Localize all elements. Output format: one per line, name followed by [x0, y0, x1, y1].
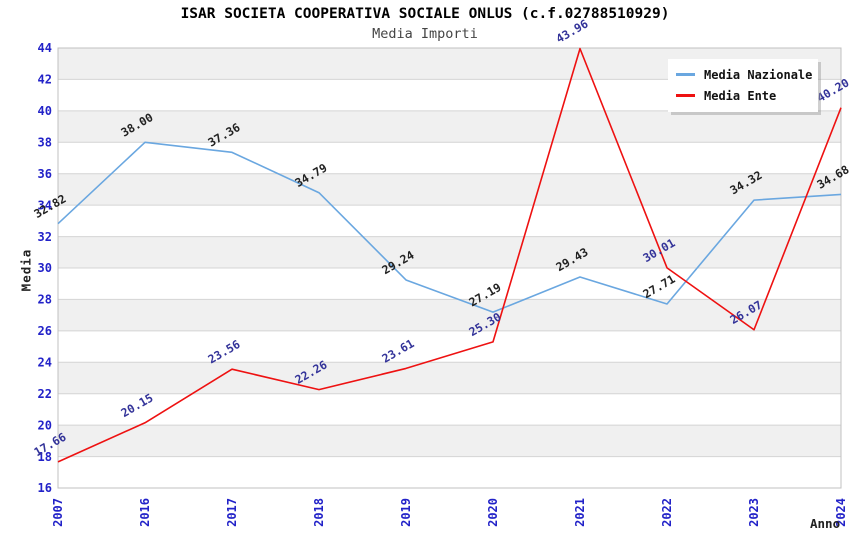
plot-band [58, 393, 841, 426]
y-axis-title: Media [18, 248, 34, 292]
y-tick-label: 34 [38, 198, 52, 212]
legend-item-media-nazionale: Media Nazionale [676, 64, 813, 85]
plot-band [58, 205, 841, 237]
y-tick-label: 30 [38, 261, 52, 275]
x-tick-label: 2021 [573, 498, 587, 527]
plot-band [58, 142, 841, 174]
x-tick-label: 2016 [138, 498, 152, 527]
y-tick-label: 32 [38, 230, 52, 244]
y-tick-label: 38 [38, 135, 52, 149]
x-tick-label: 2024 [834, 498, 848, 527]
series-line-media-nazionale [57, 141, 842, 313]
x-tick-label: 2007 [51, 498, 65, 527]
x-tick-label: 2020 [486, 498, 500, 527]
plot-band [58, 456, 841, 488]
plot-band [58, 425, 841, 457]
x-axis-title: Anno [810, 516, 841, 531]
legend-label: Media Nazionale [704, 67, 813, 82]
data-label: 43.96 [554, 16, 591, 45]
legend-label: Media Ente [704, 88, 777, 103]
y-tick-label: 42 [38, 73, 52, 87]
plot-border [57, 47, 842, 489]
plot-band [58, 362, 841, 394]
y-tick-label: 44 [38, 41, 52, 55]
legend-line-swatch-icon [676, 73, 695, 76]
y-tick-label: 24 [38, 355, 52, 369]
legend: Media Nazionale Media Ente [668, 59, 818, 112]
y-tick-label: 40 [38, 104, 52, 118]
legend-item-media-ente: Media Ente [676, 85, 810, 106]
chart-subtitle: Media Importi [372, 26, 478, 42]
plot-band [58, 110, 841, 143]
x-tick-label: 2023 [747, 498, 761, 527]
chart-title: ISAR SOCIETA COOPERATIVA SOCIALE ONLUS (… [180, 6, 670, 22]
plot-band [58, 236, 841, 268]
plot-band [58, 268, 841, 300]
y-tick-label: 18 [38, 450, 52, 464]
plot-band [58, 173, 841, 206]
x-tick-label: 2018 [312, 498, 326, 527]
series-line-media-ente [57, 47, 842, 463]
y-tick-label: 22 [38, 387, 52, 401]
plot-band [58, 299, 841, 331]
x-tick-label: 2017 [225, 498, 239, 527]
y-tick-label: 16 [38, 481, 52, 495]
legend-line-swatch-icon [676, 94, 695, 97]
plot-band [58, 330, 841, 363]
y-tick-label: 28 [38, 293, 52, 307]
y-tick-label: 26 [38, 324, 52, 338]
y-tick-label: 36 [38, 167, 52, 181]
x-tick-label: 2019 [399, 498, 413, 527]
x-tick-label: 2022 [660, 498, 674, 527]
y-tick-label: 20 [38, 418, 52, 432]
